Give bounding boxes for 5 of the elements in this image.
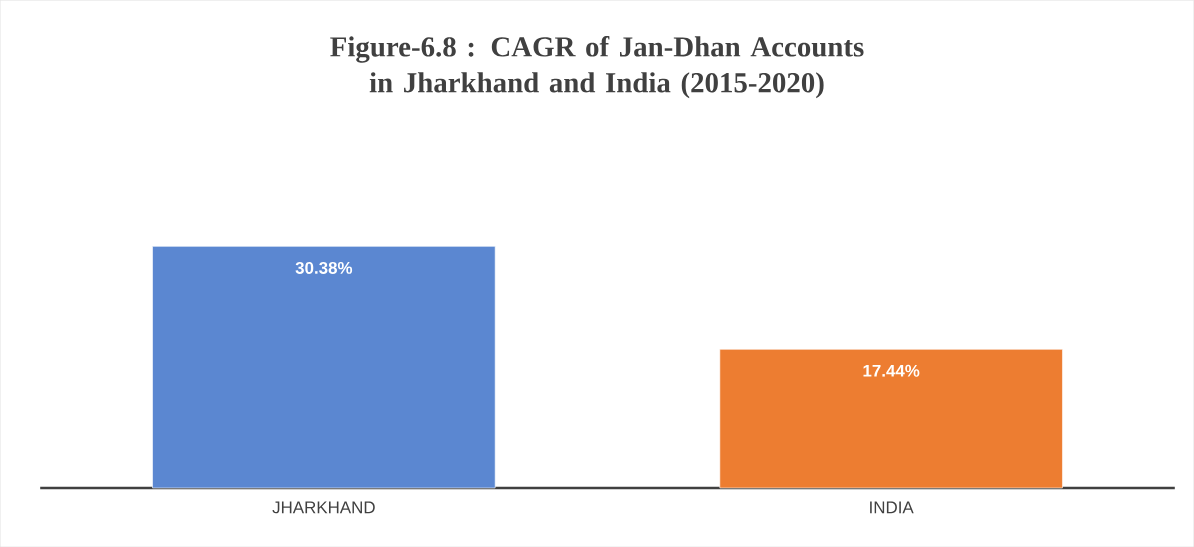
chart-title: Figure-6.8 : CAGR of Jan-Dhan Accounts in Jharkhand and India (2015-2020) bbox=[330, 35, 864, 99]
data-label: 17.44% bbox=[863, 364, 920, 377]
data-label: 30.38% bbox=[295, 261, 353, 274]
x-tick-label: JHARKHAND bbox=[272, 501, 375, 514]
x-tick-label: INDIA bbox=[870, 501, 914, 514]
